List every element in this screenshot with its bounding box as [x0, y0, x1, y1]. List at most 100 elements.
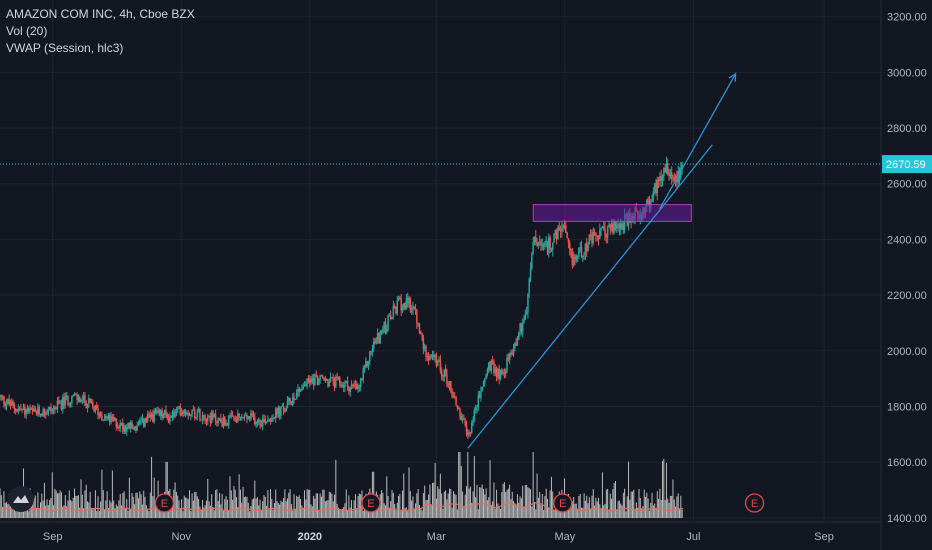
candle-body	[60, 402, 63, 410]
candle-body	[486, 369, 489, 375]
candle-body	[127, 422, 129, 427]
candle-body	[200, 419, 202, 421]
candle-body	[273, 417, 276, 419]
candle-body	[672, 177, 674, 179]
time-axis[interactable]: Sep Nov 2020 Mar May Jul Sep	[43, 531, 834, 543]
candle-body	[259, 420, 261, 425]
candle-body	[33, 408, 35, 412]
candle-body	[621, 223, 623, 225]
tradingview-logo-icon[interactable]	[8, 486, 34, 512]
candle-body	[142, 418, 145, 427]
candle-body	[261, 418, 264, 426]
candle-body	[48, 406, 51, 410]
candle-body	[154, 411, 157, 414]
candle-body	[51, 410, 54, 412]
candle-body	[101, 415, 103, 421]
candle-body	[68, 403, 71, 405]
candle-body	[76, 394, 78, 400]
candle-body	[47, 409, 50, 413]
candle-body	[312, 378, 315, 385]
candle-body	[93, 406, 95, 412]
candle-body	[322, 376, 324, 379]
candle-body	[646, 199, 648, 206]
candle-body	[97, 408, 99, 416]
candle-body	[277, 407, 280, 415]
candle-body	[109, 414, 111, 422]
candle-body	[674, 175, 677, 181]
candle-body	[386, 329, 388, 333]
candle-body	[438, 359, 440, 362]
candle-body	[666, 163, 669, 174]
candle-body	[444, 369, 447, 374]
candle-body	[378, 332, 380, 344]
candle-body	[559, 229, 562, 232]
candle-body	[506, 357, 508, 371]
candle-body	[290, 403, 293, 405]
candle-body	[497, 369, 499, 377]
candle-body	[659, 176, 661, 182]
candle-body	[409, 298, 412, 312]
candle-body	[267, 419, 269, 422]
candle-body	[152, 414, 154, 422]
vwap-indicator-label[interactable]: VWAP (Session, hlc3)	[6, 41, 124, 55]
candle-body	[413, 306, 415, 309]
symbol-title[interactable]: AMAZON COM INC, 4h, Cboe BZX	[6, 7, 195, 21]
candle-body	[255, 422, 257, 425]
candle-body	[567, 238, 570, 244]
candle-body	[537, 241, 540, 246]
candle-body	[365, 361, 367, 367]
candle-body	[494, 368, 497, 373]
candle-body	[561, 227, 563, 232]
candle-body	[98, 412, 101, 416]
candle-body	[24, 406, 26, 415]
candle-body	[550, 248, 553, 251]
candle-body	[311, 378, 314, 382]
candle-body	[600, 227, 602, 230]
candle-body	[401, 307, 404, 311]
candle-body	[652, 191, 655, 200]
consolidation-rectangle	[532, 204, 692, 222]
candle-body	[546, 240, 549, 254]
candle-body	[582, 255, 584, 258]
time-tick-label: 2020	[298, 531, 322, 543]
candle-body	[329, 377, 332, 382]
candle-body	[421, 333, 423, 338]
candle-body	[345, 380, 348, 383]
candle-body	[56, 400, 59, 408]
candle-body	[399, 297, 401, 299]
candle-body	[120, 422, 123, 424]
candle-body	[305, 384, 307, 387]
candle-body	[619, 223, 622, 229]
candle-body	[442, 376, 444, 378]
candle-body	[535, 236, 537, 242]
candle-body	[450, 381, 452, 391]
candle-body	[647, 199, 649, 203]
candle-body	[244, 415, 247, 417]
candle-body	[440, 370, 443, 377]
earnings-marker-label: E	[751, 498, 758, 510]
candle-body	[451, 390, 453, 397]
volume-indicator-label[interactable]: Vol (20)	[6, 24, 48, 38]
candle-body	[545, 240, 547, 243]
candle-body	[511, 352, 513, 356]
candle-body	[150, 414, 153, 418]
candle-body	[226, 423, 229, 425]
support-trendline	[467, 144, 713, 449]
drawings[interactable]	[467, 72, 737, 449]
candle-body	[169, 416, 171, 423]
last-price-marker: 2670.59	[0, 155, 932, 174]
candle-body	[464, 420, 466, 425]
candle-body	[589, 234, 592, 236]
candle-body	[354, 384, 357, 387]
earnings-marker-circle	[744, 493, 765, 513]
candle-body	[86, 403, 89, 408]
candle-body	[112, 417, 115, 421]
price-axis[interactable]: 1400.00 1600.00 1800.00 2000.00 2200.00 2400.…	[887, 12, 927, 525]
candle-body	[233, 416, 235, 419]
candle-body	[519, 323, 521, 333]
candle-body	[165, 409, 167, 415]
candle-body	[213, 414, 216, 417]
candle-body	[544, 242, 546, 247]
